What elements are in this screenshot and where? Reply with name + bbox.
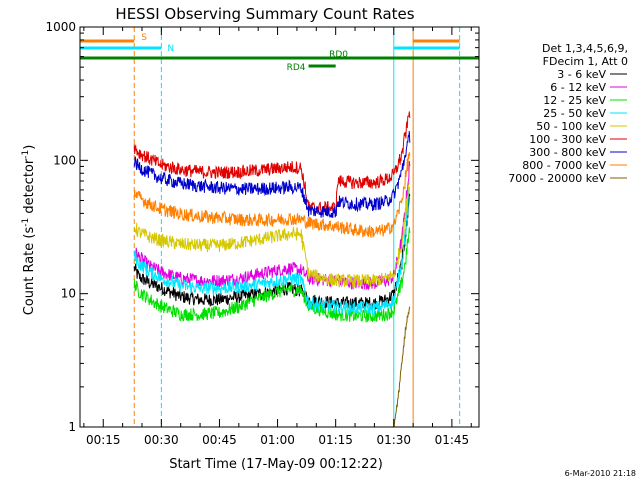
series-line-6-12-kev (133, 161, 411, 291)
legend-label-800-7000-kev: 800 - 7000 keV (522, 159, 606, 172)
x-tick-label: 01:15 (318, 433, 353, 447)
plot-frame (79, 26, 480, 428)
y-tick-label: 1 (68, 420, 76, 434)
legend-label-6-12-kev: 6 - 12 keV (550, 81, 606, 94)
svg-text:Count Rate (s-1 detector-1): Count Rate (s-1 detector-1) (21, 145, 37, 316)
series-line-25-50-kev (133, 186, 411, 316)
legend-label-7000-20000-kev: 7000 - 20000 keV (508, 172, 606, 185)
flag-label-rd0: RD0 (329, 50, 348, 60)
y-tick-label: 10 (61, 287, 76, 301)
legend-label-12-25-kev: 12 - 25 keV (543, 94, 606, 107)
x-tick-label: 00:45 (202, 433, 237, 447)
series-line-12-25-kev (133, 227, 411, 323)
x-tick-label: 01:45 (435, 433, 470, 447)
timestamp-label: 6-Mar-2010 21:18 (565, 469, 636, 478)
y-tick-label: 1000 (45, 20, 76, 34)
x-tick-label: 01:30 (376, 433, 411, 447)
x-tick-label: 00:30 (144, 433, 179, 447)
y-axis-label: Count Rate (s-1 detector-1) (21, 145, 37, 316)
legend-label-3-6-kev: 3 - 6 keV (557, 68, 606, 81)
series-line-7000-20000-kev (393, 306, 411, 427)
legend-header-1: Det 1,3,4,5,6,9, (542, 42, 628, 55)
flag-label-rd4: RD4 (287, 63, 306, 73)
series-line-300-800-kev (133, 131, 411, 219)
series-line-800-7000-kev (133, 151, 411, 238)
legend-label-50-100-kev: 50 - 100 keV (536, 120, 606, 133)
series-line-100-300-kev (133, 111, 411, 215)
legend-header-2: FDecim 1, Att 0 (543, 55, 628, 68)
series-line-50-100-kev (133, 182, 410, 288)
x-axis-label: Start Time (17-May-09 00:12:22) (169, 457, 383, 472)
legend-label-25-50-kev: 25 - 50 keV (543, 107, 606, 120)
y-tick-label: 100 (53, 153, 76, 167)
flag-label-n: N (167, 44, 174, 54)
x-tick-label: 00:15 (86, 433, 121, 447)
legend-label-100-300-kev: 100 - 300 keV (529, 133, 606, 146)
chart-title: HESSI Observing Summary Count Rates (115, 5, 414, 23)
legend-label-300-800-kev: 300 - 800 keV (529, 146, 606, 159)
flag-label-s: S (141, 33, 147, 43)
x-tick-label: 01:00 (260, 433, 295, 447)
